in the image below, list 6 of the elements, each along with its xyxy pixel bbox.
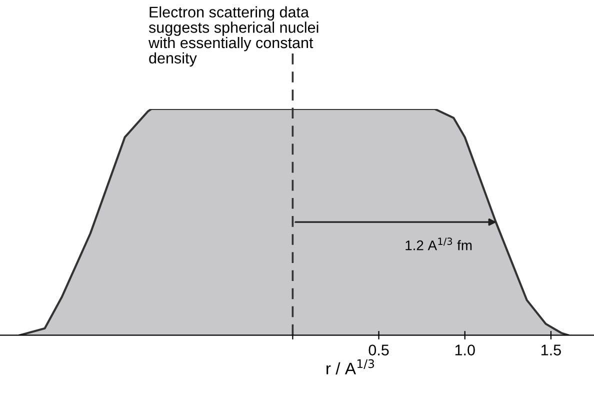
- x-tick-label: 1.0: [455, 344, 475, 356]
- annotation: 1.2 A$^{1/3}$ fm: [406, 238, 472, 250]
- text: Electron scattering data suggests spherical nuclei with essentially constant density: [148, 6, 318, 67]
- x-tick-label: 1.5: [542, 344, 561, 356]
- x-tick-label: 0.5: [368, 344, 389, 356]
- x-axis-title: r / A$^{1/3}$: [326, 359, 374, 374]
